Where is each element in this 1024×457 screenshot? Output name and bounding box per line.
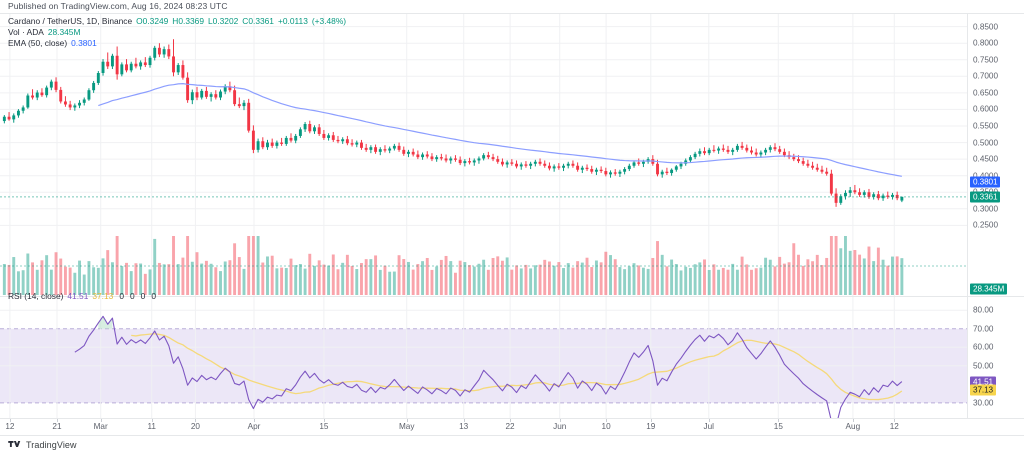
- volume-legend-row: Vol · ADA 28.345M: [8, 27, 346, 38]
- rsi-ma-legend-value: 37.13: [92, 291, 114, 301]
- price-tick: 0.6000: [973, 104, 999, 114]
- rsi-pane[interactable]: [0, 297, 968, 418]
- footer-divider: [0, 435, 1024, 436]
- time-tick-label: 12: [889, 422, 899, 431]
- price-tick: 0.7000: [973, 71, 999, 81]
- time-tick-label: Jul: [703, 422, 714, 431]
- price-tick: 0.4500: [973, 154, 999, 164]
- time-tick-mark: [151, 419, 153, 422]
- header-divider: [0, 13, 1024, 14]
- price-legend-row-ohlc: Cardano / TetherUS, 1D, Binance O0.3249 …: [8, 16, 346, 27]
- time-tick-label: 11: [147, 422, 156, 431]
- time-tick-label: 13: [459, 422, 469, 431]
- time-tick-label: 15: [773, 422, 783, 431]
- time-tick-mark: [778, 419, 780, 422]
- ohlc-low: L0.3202: [207, 16, 239, 26]
- rsi-chart-canvas: [0, 297, 968, 418]
- volume-legend-value: 28.345M: [47, 27, 81, 37]
- ema-badge[interactable]: 0.3801: [970, 176, 1001, 188]
- ohlc-close: C0.3361: [242, 16, 274, 26]
- time-tick-label: 22: [505, 422, 515, 431]
- price-change-pct: (+3.48%): [311, 16, 347, 26]
- ema-legend-value: 0.3801: [71, 38, 97, 48]
- volume-badge[interactable]: 28.345M: [970, 283, 1008, 295]
- rsi-tick: 80.00: [973, 305, 994, 315]
- time-axis-divider: [0, 418, 1024, 419]
- price-tick: 0.5500: [973, 121, 999, 131]
- rsi-extra-3: 0: [151, 291, 157, 301]
- time-tick-label: 10: [601, 422, 611, 431]
- price-tick: 0.5000: [973, 138, 999, 148]
- time-tick-mark: [195, 419, 197, 422]
- rsi-tick: 70.00: [973, 324, 994, 334]
- price-badge[interactable]: 0.3361: [970, 191, 1001, 203]
- time-tick-label: 12: [5, 422, 15, 431]
- time-tick-mark: [323, 419, 325, 422]
- tradingview-brand-label: TradingView: [26, 440, 77, 450]
- price-pane[interactable]: [0, 14, 968, 296]
- time-tick-mark: [559, 419, 561, 422]
- price-chart-canvas: [0, 14, 968, 296]
- time-tick-label: May: [398, 422, 415, 431]
- time-tick-label: Apr: [247, 422, 261, 431]
- rsi-legend-row: RSI (14, close) 41.51 37.13 0 0 0 0: [8, 291, 156, 302]
- ema-legend-title[interactable]: EMA (50, close): [8, 38, 68, 48]
- time-tick-label: Jun: [553, 422, 567, 431]
- rsi-legend-value: 41.51: [67, 291, 89, 301]
- ohlc-open: O0.3249: [136, 16, 169, 26]
- time-tick-mark: [463, 419, 465, 422]
- axis-divider: [967, 14, 968, 418]
- tradingview-logo-icon: [8, 440, 21, 447]
- time-tick-mark: [650, 419, 652, 422]
- time-tick-mark: [9, 419, 11, 422]
- time-axis[interactable]: 12 21 Mar 11 20 Apr 15 May 13 22 Jun 10 19 Jul 15 Aug 12: [0, 419, 968, 435]
- time-tick-mark: [894, 419, 896, 422]
- time-tick-label: 19: [646, 422, 656, 431]
- time-tick-mark: [510, 419, 512, 422]
- rsi-badge[interactable]: 41.51: [970, 376, 996, 388]
- rsi-extra-2: 0: [140, 291, 146, 301]
- price-change: +0.0113: [277, 16, 308, 26]
- time-tick-mark: [708, 419, 710, 422]
- price-tick: 0.4000: [973, 171, 999, 181]
- rsi-axis[interactable]: 80.00 70.00 60.00 50.00 30.00 41.51 37.13: [968, 297, 1024, 418]
- rsi-legend: RSI (14, close) 41.51 37.13 0 0 0 0: [8, 291, 156, 302]
- time-tick-mark: [100, 419, 102, 422]
- symbol-title[interactable]: Cardano / TetherUS, 1D, Binance: [8, 16, 133, 26]
- pane-divider: [0, 296, 1024, 297]
- published-timestamp: Published on TradingView.com, Aug 16, 20…: [8, 1, 228, 11]
- time-tick-label: 20: [190, 422, 200, 431]
- time-tick-label: Aug: [845, 422, 861, 431]
- price-tick: 0.7500: [973, 55, 999, 65]
- rsi-tick: 30.00: [973, 398, 994, 408]
- rsi-legend-title[interactable]: RSI (14, close): [8, 291, 64, 301]
- volume-legend-title[interactable]: Vol · ADA: [8, 27, 44, 37]
- price-tick: 0.8000: [973, 38, 999, 48]
- tradingview-brand[interactable]: TradingView: [8, 440, 77, 450]
- rsi-tick: 50.00: [973, 361, 994, 371]
- time-tick-mark: [852, 419, 854, 422]
- ohlc-high: H0.3369: [172, 16, 204, 26]
- rsi-extra-0: 0: [119, 291, 124, 301]
- rsi-tick: 60.00: [973, 342, 994, 352]
- rsi-ma-badge[interactable]: 37.13: [970, 384, 996, 396]
- ema-legend-row: EMA (50, close) 0.3801: [8, 38, 346, 49]
- time-tick-mark: [606, 419, 608, 422]
- price-tick: 0.3000: [973, 204, 999, 214]
- time-tick-mark: [254, 419, 256, 422]
- price-axis[interactable]: 0.8500 0.8000 0.7500 0.7000 0.6500 0.6000 0.55…: [968, 14, 1024, 296]
- time-tick-mark: [406, 419, 408, 422]
- time-tick-label: 21: [52, 422, 62, 431]
- price-legend: Cardano / TetherUS, 1D, Binance O0.3249 …: [8, 16, 346, 49]
- time-tick-label: Mar: [93, 422, 108, 431]
- price-tick: 0.2500: [973, 220, 999, 230]
- rsi-extra-1: 0: [130, 291, 135, 301]
- time-tick-label: 15: [319, 422, 329, 431]
- price-tick: 0.6500: [973, 88, 999, 98]
- time-tick-mark: [56, 419, 58, 422]
- price-tick: 0.8500: [973, 22, 999, 32]
